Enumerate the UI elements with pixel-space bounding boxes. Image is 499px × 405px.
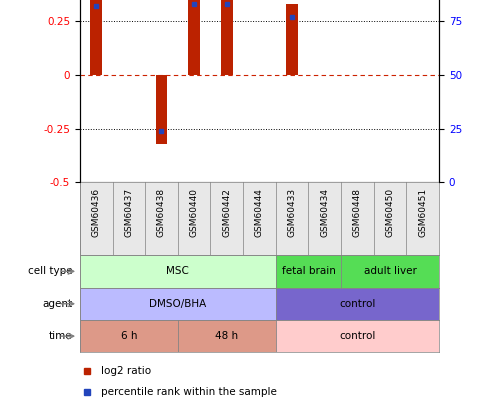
Text: agent: agent xyxy=(42,299,73,309)
Text: GSM60444: GSM60444 xyxy=(255,188,264,237)
Bar xyxy=(189,0,200,75)
Bar xyxy=(80,255,276,288)
Text: 48 h: 48 h xyxy=(215,331,239,341)
Bar xyxy=(341,255,439,288)
Bar xyxy=(178,320,276,352)
Bar xyxy=(156,75,167,144)
Text: log2 ratio: log2 ratio xyxy=(101,366,152,376)
Text: control: control xyxy=(339,331,376,341)
Text: GSM60451: GSM60451 xyxy=(418,188,427,237)
Bar xyxy=(276,288,439,320)
Text: cell type: cell type xyxy=(28,266,73,276)
Bar xyxy=(221,0,233,75)
Text: 6 h: 6 h xyxy=(121,331,137,341)
Text: MSC: MSC xyxy=(166,266,189,276)
Bar xyxy=(80,320,178,352)
Text: GSM60450: GSM60450 xyxy=(386,188,395,237)
Bar xyxy=(90,0,102,75)
Text: GSM60438: GSM60438 xyxy=(157,188,166,237)
Text: control: control xyxy=(339,299,376,309)
Text: GSM60442: GSM60442 xyxy=(223,188,232,237)
Text: GSM60433: GSM60433 xyxy=(287,188,296,237)
Text: GSM60440: GSM60440 xyxy=(190,188,199,237)
Bar xyxy=(276,320,439,352)
Text: DMSO/BHA: DMSO/BHA xyxy=(149,299,207,309)
Text: GSM60434: GSM60434 xyxy=(320,188,329,237)
Text: percentile rank within the sample: percentile rank within the sample xyxy=(101,387,277,397)
Text: time: time xyxy=(49,331,73,341)
Text: fetal brain: fetal brain xyxy=(281,266,335,276)
Bar xyxy=(276,255,341,288)
Text: GSM60448: GSM60448 xyxy=(353,188,362,237)
Text: GSM60437: GSM60437 xyxy=(124,188,133,237)
Text: adult liver: adult liver xyxy=(364,266,417,276)
Text: GSM60436: GSM60436 xyxy=(92,188,101,237)
Bar xyxy=(286,4,298,75)
Bar xyxy=(80,288,276,320)
